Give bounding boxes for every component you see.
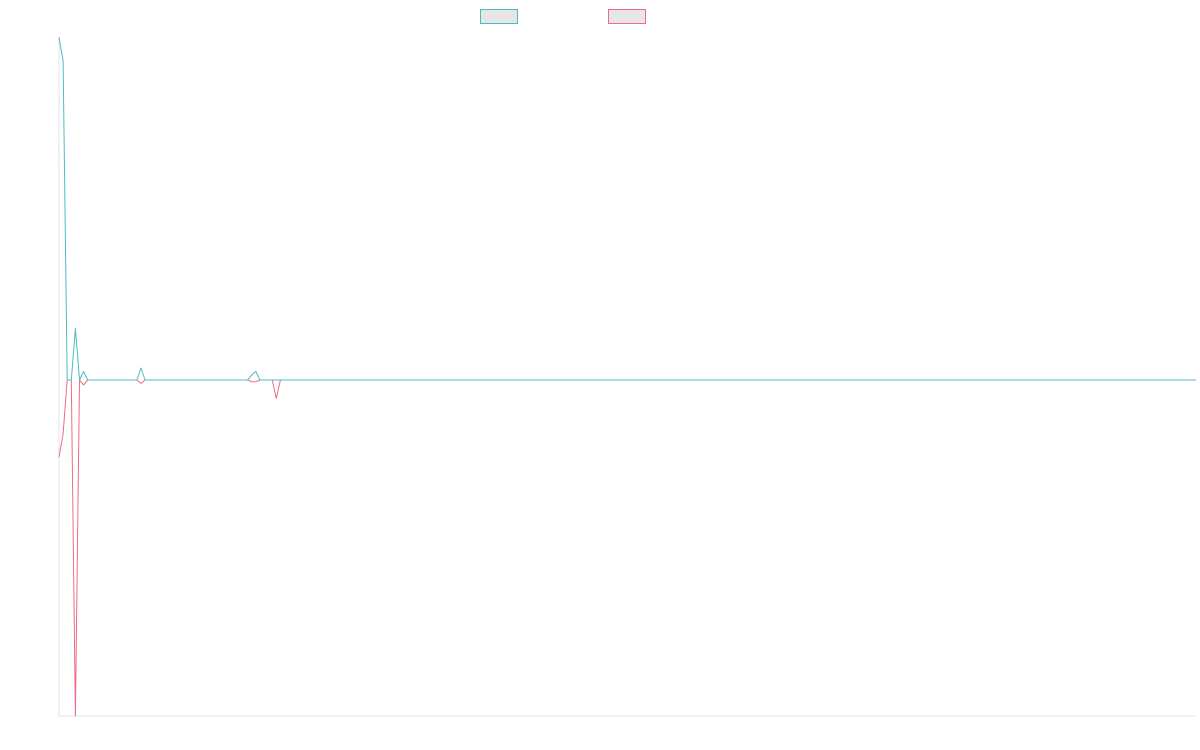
legend-item-series-2[interactable]	[608, 9, 652, 24]
legend-swatch-series-2	[608, 9, 646, 24]
legend-item-series-1[interactable]	[480, 9, 524, 24]
legend	[480, 9, 652, 24]
chart-axes	[58, 37, 1196, 717]
series-layer	[58, 36, 1196, 717]
legend-swatch-series-1	[480, 9, 518, 24]
series-line-2	[58, 379, 1196, 717]
series-line-1	[58, 36, 1196, 381]
